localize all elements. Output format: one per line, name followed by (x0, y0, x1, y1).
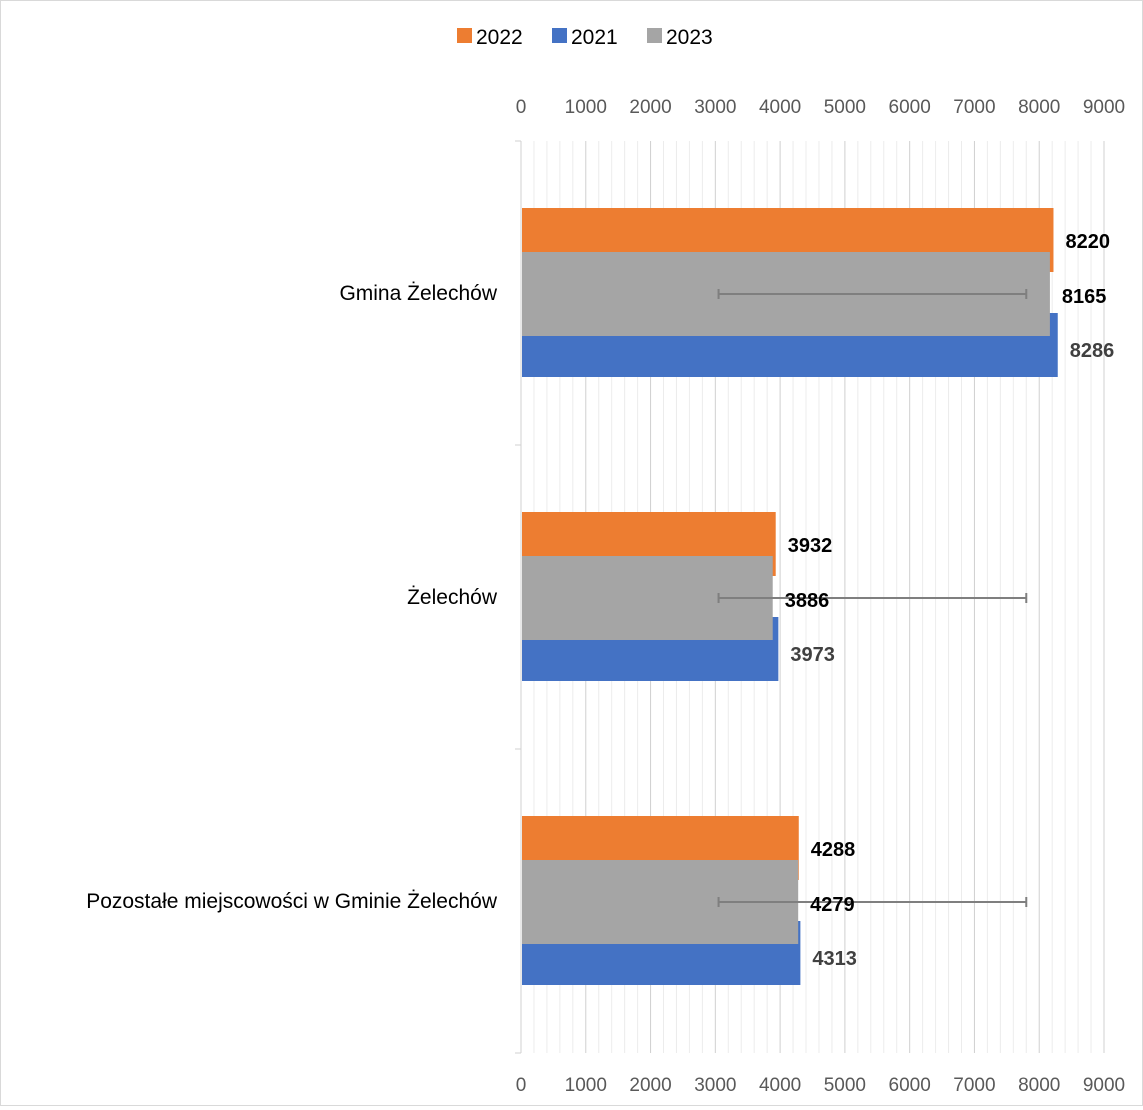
x-tick-label-bottom: 2000 (629, 1075, 671, 1096)
data-label-2021-0: 8286 (1070, 340, 1115, 362)
category-label-2: Pozostałe miejscowości w Gminie Żelechów (86, 890, 498, 913)
legend-swatch-2023 (647, 28, 662, 43)
category-label-0: Gmina Żelechów (339, 282, 497, 305)
data-label-2021-1: 3973 (790, 644, 835, 666)
legend-label-2021: 2021 (571, 26, 618, 49)
error-bars (717, 289, 1028, 907)
data-label-2022-2: 4288 (811, 839, 856, 861)
x-tick-label-bottom: 5000 (824, 1075, 866, 1096)
x-tick-label-bottom: 8000 (1018, 1075, 1060, 1096)
category-label-1: Żelechów (407, 586, 498, 609)
category-labels: Gmina Żelechów Żelechów Pozostałe miejscow… (86, 282, 498, 913)
data-label-2023-2: 4279 (810, 894, 855, 916)
data-labels: 8220 8165 8286 3932 3886 3973 4288 4279 4313 (785, 231, 1115, 970)
x-axis-top: 0 1000 2000 3000 4000 5000 6000 7000 8000 9000 (516, 97, 1125, 118)
data-label-2023-0: 8165 (1062, 286, 1107, 308)
data-label-2021-2: 4313 (812, 948, 857, 970)
legend: 2022 2021 2023 (457, 26, 713, 49)
data-label-2023-1: 3886 (785, 590, 830, 612)
x-tick-label-top: 2000 (629, 97, 671, 118)
x-tick-label-top: 3000 (694, 97, 736, 118)
legend-label-2023: 2023 (666, 26, 713, 49)
x-axis-bottom: 0 1000 2000 3000 4000 5000 6000 7000 8000 9000 (516, 1075, 1125, 1096)
x-tick-label-top: 5000 (824, 97, 866, 118)
x-tick-label-top: 6000 (889, 97, 931, 118)
data-label-2022-0: 8220 (1065, 231, 1110, 253)
x-tick-label-top: 7000 (953, 97, 995, 118)
x-tick-label-top: 9000 (1083, 97, 1125, 118)
data-label-2022-1: 3932 (788, 535, 833, 557)
x-tick-label-bottom: 0 (516, 1075, 527, 1096)
x-tick-label-top: 1000 (565, 97, 607, 118)
legend-label-2022: 2022 (476, 26, 523, 49)
x-tick-label-top: 0 (516, 97, 527, 118)
x-tick-label-bottom: 7000 (953, 1075, 995, 1096)
x-tick-label-top: 8000 (1018, 97, 1060, 118)
legend-swatch-2022 (457, 28, 472, 43)
x-tick-label-top: 4000 (759, 97, 801, 118)
x-tick-label-bottom: 1000 (565, 1075, 607, 1096)
x-tick-label-bottom: 3000 (694, 1075, 736, 1096)
x-tick-label-bottom: 9000 (1083, 1075, 1125, 1096)
x-tick-label-bottom: 6000 (889, 1075, 931, 1096)
y-axis (515, 140, 522, 1054)
x-tick-label-bottom: 4000 (759, 1075, 801, 1096)
legend-swatch-2021 (552, 28, 567, 43)
